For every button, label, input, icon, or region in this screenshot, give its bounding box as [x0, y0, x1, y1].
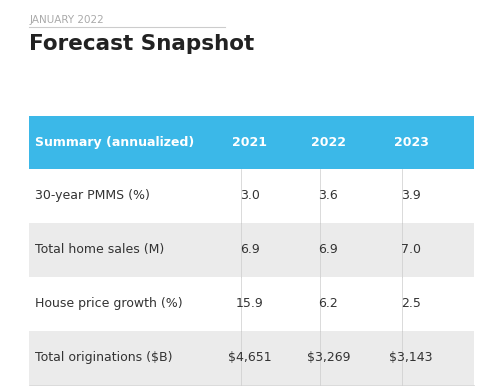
Text: 3.9: 3.9 — [401, 189, 420, 202]
FancyBboxPatch shape — [29, 331, 473, 385]
Text: Summary (annualized): Summary (annualized) — [35, 136, 194, 149]
FancyBboxPatch shape — [29, 169, 473, 223]
Text: 3.0: 3.0 — [239, 189, 259, 202]
Text: 30-year PMMS (%): 30-year PMMS (%) — [35, 189, 150, 202]
Text: $3,269: $3,269 — [306, 351, 349, 365]
Text: 15.9: 15.9 — [235, 297, 263, 310]
FancyBboxPatch shape — [29, 277, 473, 331]
Text: 2021: 2021 — [232, 136, 266, 149]
Text: JANUARY 2022: JANUARY 2022 — [29, 15, 104, 25]
Text: 3.6: 3.6 — [318, 189, 338, 202]
Text: 6.9: 6.9 — [239, 243, 259, 256]
Text: 6.2: 6.2 — [318, 297, 338, 310]
Text: $4,651: $4,651 — [227, 351, 271, 365]
Text: 2.5: 2.5 — [400, 297, 420, 310]
Text: 6.9: 6.9 — [318, 243, 338, 256]
Text: Total originations ($B): Total originations ($B) — [35, 351, 172, 365]
Text: $3,143: $3,143 — [388, 351, 432, 365]
Text: Forecast Snapshot: Forecast Snapshot — [29, 34, 254, 54]
FancyBboxPatch shape — [29, 116, 473, 169]
Text: Total home sales (M): Total home sales (M) — [35, 243, 164, 256]
Text: House price growth (%): House price growth (%) — [35, 297, 183, 310]
Text: 7.0: 7.0 — [400, 243, 420, 256]
Text: 2022: 2022 — [310, 136, 345, 149]
FancyBboxPatch shape — [29, 223, 473, 277]
Text: 2023: 2023 — [393, 136, 427, 149]
